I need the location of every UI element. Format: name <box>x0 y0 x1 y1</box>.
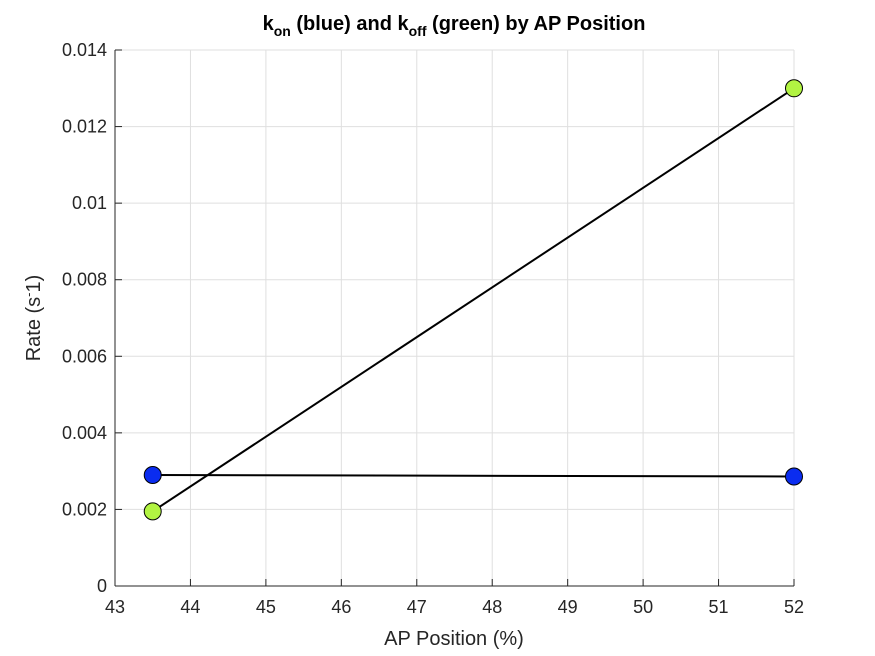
y-tick-label: 0.014 <box>62 40 107 60</box>
x-tick-label: 45 <box>256 597 276 617</box>
y-tick-label: 0.002 <box>62 499 107 519</box>
x-tick-label: 51 <box>709 597 729 617</box>
x-tick-label: 48 <box>482 597 502 617</box>
x-tick-label: 47 <box>407 597 427 617</box>
x-tick-label: 52 <box>784 597 804 617</box>
y-tick-label: 0.008 <box>62 270 107 290</box>
series-1-line <box>152 473 795 478</box>
series-1-point <box>785 467 803 486</box>
y-tick-label: 0.004 <box>62 423 107 443</box>
y-tick-label: 0 <box>97 576 107 596</box>
x-tick-label: 49 <box>558 597 578 617</box>
data-series <box>143 79 803 521</box>
y-tick-label: 0.006 <box>62 346 107 366</box>
series-2-line <box>152 87 795 513</box>
x-tick-label: 46 <box>331 597 351 617</box>
chart-title: kon (blue) and koff (green) by AP Positi… <box>263 13 646 39</box>
y-tick-label: 0.01 <box>72 193 107 213</box>
series-2-point <box>143 502 162 521</box>
x-tick-label: 43 <box>105 597 125 617</box>
x-tick-label: 50 <box>633 597 653 617</box>
tick-labels: 43 44 45 46 47 48 49 50 51 52 0 0.002 0.004 0.006 0.00… <box>62 40 804 617</box>
y-axis-label: Rate (s-1) <box>21 275 45 362</box>
series-1-point <box>143 465 162 484</box>
x-axis-label: AP Position (%) <box>384 628 524 650</box>
x-tick-label: 44 <box>180 597 200 617</box>
axes <box>114 49 795 587</box>
y-tick-label: 0.012 <box>62 117 107 137</box>
series-2-point <box>785 79 803 98</box>
